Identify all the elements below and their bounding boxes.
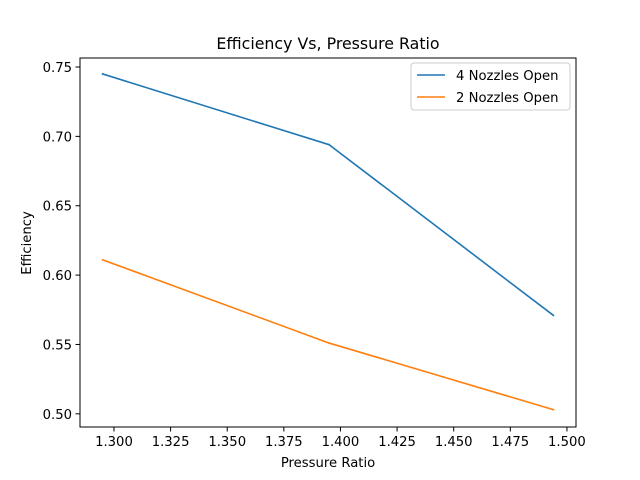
x-tick-label: 1.400 — [322, 435, 360, 450]
x-tick-label: 1.425 — [378, 435, 416, 450]
data-point — [101, 258, 104, 261]
y-axis-label: Efficiency — [20, 211, 35, 275]
data-point — [328, 143, 331, 146]
legend-label: 2 Nozzles Open — [456, 91, 558, 106]
plot-frame — [79, 57, 577, 428]
y-axis-ticks: 0.50 0.55 0.60 0.65 0.70 0.75 — [43, 61, 80, 423]
x-tick-label: 1.475 — [491, 435, 529, 450]
data-point — [101, 73, 104, 75]
y-tick-label: 0.65 — [43, 200, 72, 215]
legend: 4 Nozzles Open 2 Nozzles Open — [410, 62, 571, 111]
data-point — [552, 314, 555, 317]
x-tick-label: 1.325 — [152, 435, 190, 450]
x-tick-label: 1.375 — [265, 435, 303, 450]
y-tick-label: 0.75 — [43, 61, 72, 76]
data-point — [552, 408, 555, 411]
y-tick-label: 0.55 — [43, 338, 72, 353]
x-tick-label: 1.500 — [548, 435, 586, 450]
y-tick-label: 0.70 — [43, 130, 72, 145]
x-axis-label: Pressure Ratio — [281, 456, 375, 471]
x-tick-label: 1.350 — [208, 435, 246, 450]
x-tick-label: 1.450 — [435, 435, 473, 450]
chart-title: Efficiency Vs, Pressure Ratio — [216, 34, 439, 53]
x-axis-ticks: 1.300 1.325 1.350 1.375 1.400 1.425 1.450 1.475… — [95, 427, 586, 450]
data-point — [328, 342, 331, 344]
y-tick-label: 0.50 — [43, 408, 72, 423]
plot-area — [80, 58, 576, 427]
y-tick-label: 0.60 — [43, 269, 72, 284]
x-tick-label: 1.300 — [95, 435, 133, 450]
legend-label: 4 Nozzles Open — [456, 69, 558, 84]
series-layer — [101, 72, 555, 411]
legend-box — [410, 62, 571, 111]
